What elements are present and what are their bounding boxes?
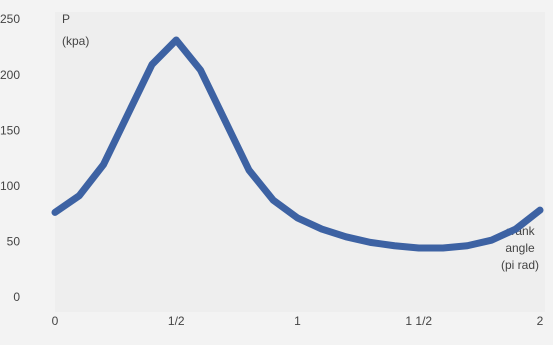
y-tick-label: 0 <box>13 290 20 304</box>
y-axis-label: P <box>62 12 70 26</box>
x-tick-label: 1/2 <box>168 314 185 328</box>
plot-area <box>55 12 545 312</box>
y-tick-label: 100 <box>0 179 20 193</box>
x-tick-label: 1 1/2 <box>405 314 432 328</box>
y-axis-label: (kpa) <box>62 34 89 48</box>
y-tick-label: 50 <box>7 235 21 249</box>
x-axis-label: (pi rad) <box>501 258 539 272</box>
y-tick-label: 200 <box>0 68 20 82</box>
x-axis-label: angle <box>505 241 535 255</box>
y-tick-label: 150 <box>0 123 20 137</box>
x-tick-label: 1 <box>294 314 301 328</box>
chart: 05010015020025001/211 1/22P(kpa)crankang… <box>0 0 553 345</box>
x-tick-label: 0 <box>52 314 59 328</box>
y-tick-label: 250 <box>0 12 20 26</box>
x-tick-label: 2 <box>537 314 544 328</box>
